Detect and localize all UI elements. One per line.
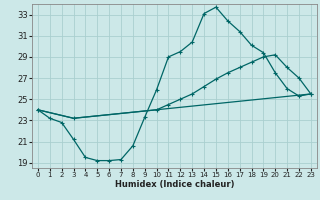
X-axis label: Humidex (Indice chaleur): Humidex (Indice chaleur)	[115, 180, 234, 189]
